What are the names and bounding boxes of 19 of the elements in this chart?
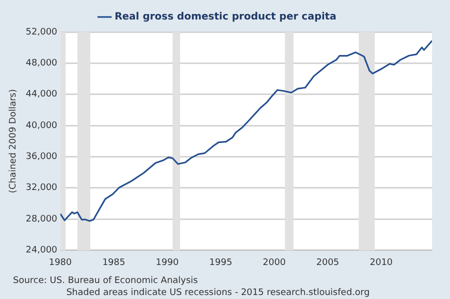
x-tick-label: 1990 [156, 258, 179, 268]
y-tick-label: 48,000 [26, 58, 58, 69]
x-tick-label: 1980 [48, 258, 72, 268]
x-tick-label: 2010 [370, 258, 393, 268]
y-axis-title: (Chained 2009 Dollars) [8, 89, 19, 194]
x-tick-label: 1985 [102, 258, 126, 268]
y-tick-label: 44,000 [26, 90, 58, 100]
y-tick-label: 32,000 [26, 183, 58, 194]
y-tick-label: 28,000 [26, 214, 58, 224]
x-tick-label: 2005 [316, 258, 340, 268]
y-tick-label: 40,000 [26, 120, 58, 131]
y-tick-label: 36,000 [26, 152, 58, 162]
y-tick-label: 52,000 [26, 27, 58, 38]
text: Shaded areas indicate US recessions - 2015 research.stlouisfed.org [66, 288, 370, 298]
x-tick-label: 2000 [262, 258, 286, 268]
x-tick-label: 1995 [209, 258, 232, 268]
legend-label: Real gross domestic product per capita [114, 12, 336, 23]
y-tick-label: 24,000 [26, 246, 58, 256]
source-note: Source: US. Bureau of Economic Analysis [13, 276, 198, 286]
